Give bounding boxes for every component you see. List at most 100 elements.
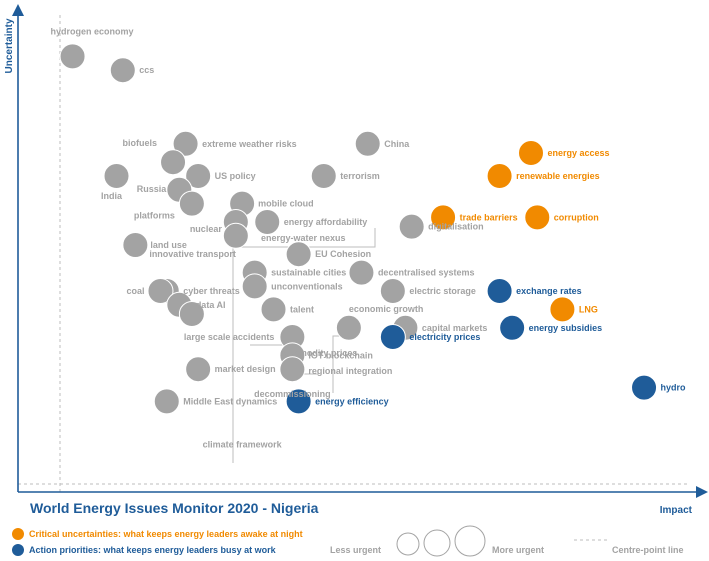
orange-dot-icon xyxy=(12,528,24,540)
label-corruption: corruption xyxy=(554,212,599,222)
label-electricity-prices: electricity prices xyxy=(409,332,480,342)
label-exchange-rates: exchange rates xyxy=(516,286,582,296)
label-ccs: ccs xyxy=(139,65,154,75)
bubble-land-use xyxy=(122,232,149,258)
label-decentralised-systems: decentralised systems xyxy=(378,268,475,278)
size-legend-large xyxy=(454,525,486,557)
bubble-trade-barriers xyxy=(430,204,457,231)
bubble-energy-access xyxy=(518,140,544,166)
bubble-regional-integration xyxy=(279,356,306,383)
bubble-electricity-prices xyxy=(379,324,406,350)
bubble-layer xyxy=(59,43,658,415)
label-india: India xyxy=(101,191,123,201)
bubble-coal xyxy=(147,278,174,304)
label-extreme-weather-risks: extreme weather risks xyxy=(202,139,297,149)
bubble-energy-subsidies xyxy=(499,314,526,341)
label-capital-markets: capital markets xyxy=(422,323,488,333)
label-regional-integration: regional integration xyxy=(308,366,392,376)
label-energy-access: energy access xyxy=(548,148,610,158)
bubble-extreme-weather-risks xyxy=(172,130,199,157)
legend-action-priorities: Action priorities: what keeps energy lea… xyxy=(12,544,276,556)
x-axis-arrow xyxy=(696,486,708,498)
label-platforms: platforms xyxy=(134,211,175,221)
bubble-biofuels xyxy=(160,149,187,176)
label-hydrogen-economy: hydrogen economy xyxy=(51,26,134,36)
label-russia: Russia xyxy=(137,184,168,194)
y-axis-label: Uncertainty xyxy=(4,18,15,73)
label-layer: hydrogen economy ccs extreme weather risks… xyxy=(51,26,686,449)
label-land-use: land use xyxy=(150,240,187,250)
label-hydro: hydro xyxy=(661,383,687,393)
label-sustainable-cities: sustainable cities xyxy=(271,268,346,278)
label-decommissioning: decommissioning xyxy=(254,389,331,399)
label-innovative-transport: innovative transport xyxy=(149,249,236,259)
label-trade-barriers: trade barriers xyxy=(460,212,518,222)
bubble-decentralised-systems xyxy=(348,259,375,286)
label-unconventionals: unconventionals xyxy=(271,281,343,291)
bubble-us-policy xyxy=(185,163,212,189)
label-energy-subsidies: energy subsidies xyxy=(529,323,603,333)
y-axis-arrow xyxy=(12,4,24,16)
bubble-energy-affordability xyxy=(254,209,281,235)
label-middle-east-dynamics: Middle East dynamics xyxy=(183,396,277,406)
less-urgent-label: Less urgent xyxy=(330,545,382,555)
bubble-large-scale-accidents xyxy=(178,301,205,327)
bubble-lng xyxy=(549,296,576,323)
centre-point-line-label: Centre-point line xyxy=(612,545,684,555)
label-data-ai: data AI xyxy=(196,300,226,310)
label-lng: LNG xyxy=(579,304,598,314)
label-climate-framework: climate framework xyxy=(203,439,283,449)
bubble-corruption xyxy=(524,204,551,231)
label-energy-affordability: energy affordability xyxy=(284,217,368,227)
bubble-innovative-transport xyxy=(222,222,249,249)
bubble-hydro xyxy=(631,374,658,401)
label-us-policy: US policy xyxy=(215,171,256,181)
bubble-digitalisation xyxy=(398,213,425,240)
chart-title: World Energy Issues Monitor 2020 - Niger… xyxy=(30,500,319,516)
bubble-exchange-rates xyxy=(486,278,513,304)
label-energy-water-nexus: energy-water nexus xyxy=(261,233,346,243)
bubble-energy-efficiency xyxy=(285,388,312,415)
bubble-china xyxy=(354,130,381,157)
size-legend-medium xyxy=(423,529,451,557)
bubble-talent xyxy=(260,296,287,323)
legend-critical-text: Critical uncertainties: what keeps energ… xyxy=(29,529,303,539)
legend-critical-uncertainties: Critical uncertainties: what keeps energ… xyxy=(12,528,303,540)
label-coal: coal xyxy=(126,286,144,296)
label-biofuels: biofuels xyxy=(123,138,158,148)
bubble-terrorism xyxy=(310,163,337,189)
label-market-design: market design xyxy=(215,364,276,374)
label-china: China xyxy=(384,139,410,149)
blue-dot-icon xyxy=(12,544,24,556)
bubble-market-design xyxy=(185,356,212,383)
bubble-middle-east-dynamics xyxy=(153,388,180,415)
label-cyber-threats: cyber threats xyxy=(183,286,240,296)
label-economic-growth: economic growth xyxy=(349,304,424,314)
bubble-renewable-energies xyxy=(486,163,513,189)
label-digitalisation: digitalisation xyxy=(428,222,484,232)
label-talent: talent xyxy=(290,304,314,314)
urgency-size-legend xyxy=(396,525,486,557)
size-legend-small xyxy=(396,532,420,556)
bubble-ccs xyxy=(109,57,136,84)
bubble-economic-growth xyxy=(335,314,362,341)
label-mobile-cloud: mobile cloud xyxy=(258,199,314,209)
bubble-platforms xyxy=(178,190,205,217)
bubble-eu-cohesion xyxy=(285,241,312,268)
label-energy-efficiency: energy efficiency xyxy=(315,396,389,406)
label-eu-cohesion: EU Cohesion xyxy=(315,249,371,259)
legend-action-text: Action priorities: what keeps energy lea… xyxy=(29,545,276,555)
label-commodity-prices: commodity prices xyxy=(280,348,357,358)
label-electric-storage: electric storage xyxy=(409,286,476,296)
x-axis-label: Impact xyxy=(660,505,693,516)
more-urgent-label: More urgent xyxy=(492,545,545,555)
bubble-unconventionals xyxy=(241,273,268,300)
bubble-electric-storage xyxy=(379,278,406,304)
label-renewable-energies: renewable energies xyxy=(516,171,600,181)
label-large-scale-accidents: large scale accidents xyxy=(184,332,275,342)
bubble-hydrogen-economy xyxy=(59,43,86,70)
bubble-india xyxy=(103,163,130,189)
label-iot-blockchain: IOT blockchain xyxy=(308,350,373,360)
label-nuclear: nuclear xyxy=(190,224,223,234)
